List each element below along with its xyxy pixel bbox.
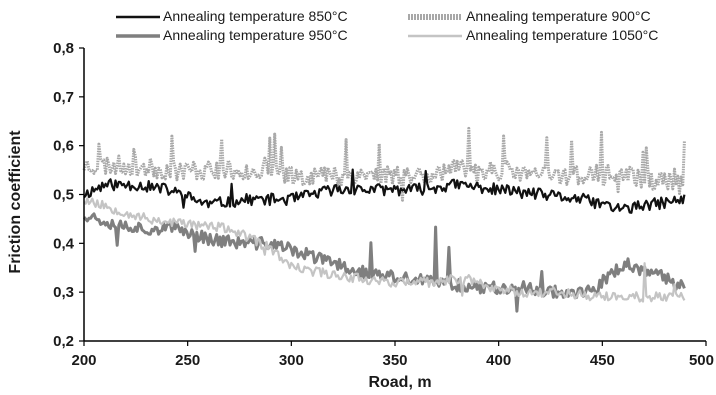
series-line [83, 197, 686, 303]
y-tick-label: 0,6 [53, 138, 74, 155]
series-line [83, 168, 686, 214]
legend-item-850: Annealing temperature 850°C [116, 8, 348, 24]
legend-item-950: Annealing temperature 950°C [116, 27, 348, 43]
x-tick-label: 450 [590, 352, 615, 369]
y-tick-label: 0,8 [53, 40, 74, 57]
series-lines [82, 126, 686, 313]
legend-label-950: Annealing temperature 950°C [163, 27, 348, 43]
x-tick-label: 250 [175, 352, 200, 369]
y-tick-label: 0,5 [53, 187, 74, 204]
x-tick-label: 350 [382, 352, 407, 369]
x-tick-label: 500 [689, 352, 714, 369]
legend-label-900: Annealing temperature 900°C [466, 8, 651, 24]
y-ticks: 0,2 0,3 0,4 0,5 0,6 0,7 0,8 [53, 40, 84, 350]
legend-item-1050: Annealing temperature 1050°C [408, 27, 658, 43]
x-tick-label: 300 [279, 352, 304, 369]
axes: 0,2 0,3 0,4 0,5 0,6 0,7 0,8 200 250 300 350 400 450… [53, 40, 714, 369]
y-tick-label: 0,7 [53, 89, 74, 106]
legend: Annealing temperature 850°C Annealing te… [116, 8, 658, 43]
x-tick-label: 400 [486, 352, 511, 369]
legend-label-1050: Annealing temperature 1050°C [466, 27, 658, 43]
y-tick-label: 0,2 [53, 333, 74, 350]
x-ticks: 200 250 300 350 400 450 500 [71, 341, 714, 369]
legend-label-850: Annealing temperature 850°C [163, 8, 348, 24]
x-axis-title: Road, m [368, 374, 431, 391]
legend-item-900: Annealing temperature 900°C [408, 8, 651, 24]
x-tick-label: 200 [71, 352, 96, 369]
y-tick-label: 0,4 [53, 235, 75, 252]
series-line [82, 126, 686, 202]
y-axis-title: Friction coefficient [7, 130, 24, 274]
y-tick-label: 0,3 [53, 284, 74, 301]
